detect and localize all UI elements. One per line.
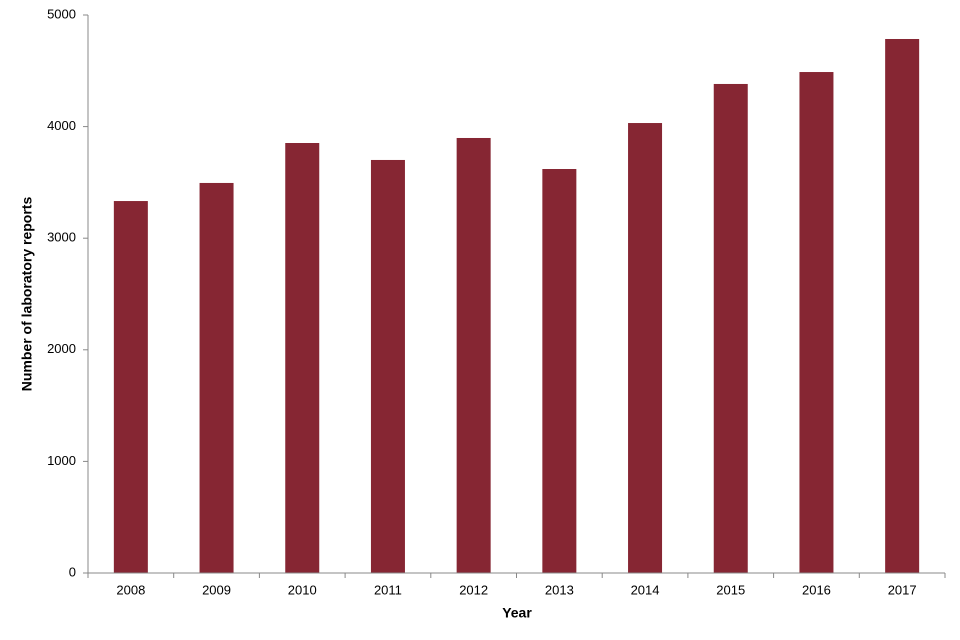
bar [113, 201, 148, 573]
x-tick-label: 2014 [631, 582, 660, 597]
y-axis-label: Number of laboratory reports [19, 197, 35, 392]
bar [456, 137, 491, 573]
x-tick-label: 2010 [288, 582, 317, 597]
bar [885, 38, 920, 573]
y-tick-label: 1000 [47, 453, 76, 468]
y-tick-label: 4000 [47, 118, 76, 133]
y-tick-label: 5000 [47, 6, 76, 21]
x-tick-label: 2008 [116, 582, 145, 597]
x-tick-label: 2016 [802, 582, 831, 597]
bar [628, 123, 663, 573]
bar [799, 72, 834, 574]
bar [285, 143, 320, 574]
bar [370, 159, 405, 574]
x-axis-label: Year [502, 605, 532, 621]
x-tick-label: 2011 [374, 582, 402, 597]
bar [713, 83, 748, 573]
y-tick-label: 2000 [47, 341, 76, 356]
x-tick-label: 2009 [202, 582, 231, 597]
x-tick-label: 2012 [459, 582, 488, 597]
y-tick-label: 0 [69, 564, 76, 579]
x-tick-label: 2013 [545, 582, 574, 597]
x-tick-label: 2017 [888, 582, 917, 597]
y-tick-label: 3000 [47, 230, 76, 245]
x-tick-label: 2015 [716, 582, 745, 597]
bar [542, 169, 577, 573]
bar [199, 182, 234, 573]
